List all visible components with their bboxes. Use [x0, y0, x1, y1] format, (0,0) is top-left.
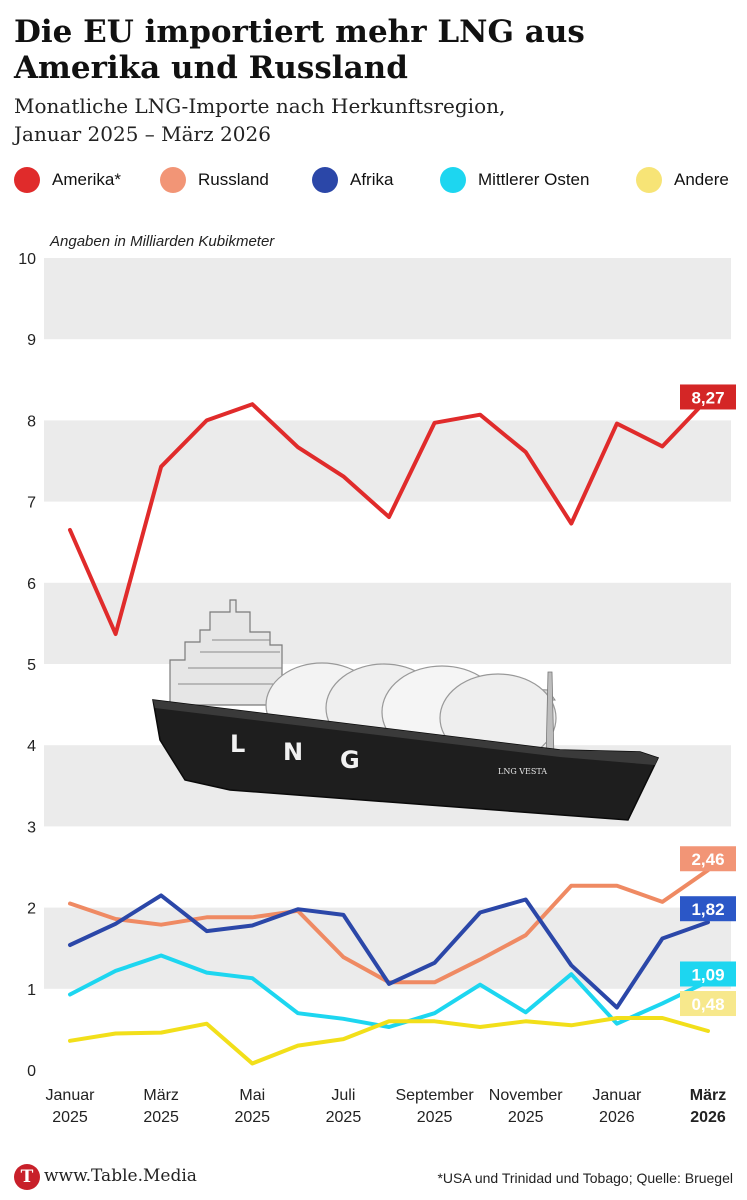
y-tick-label: 8	[27, 413, 36, 430]
legend-label-andere: Andere	[674, 170, 729, 189]
series-line-andere	[68, 1016, 710, 1066]
y-tick-label: 5	[27, 657, 36, 674]
legend-item-amerika: Amerika*	[14, 166, 121, 194]
x-tick-label-year: 2026	[599, 1109, 635, 1126]
ship-name: LNG VESTA	[498, 767, 547, 776]
x-tick-label-month: Januar	[592, 1087, 642, 1104]
grid-bands	[44, 258, 731, 989]
x-tick-label-year: 2025	[234, 1109, 270, 1126]
grid-band	[44, 420, 731, 502]
legend-swatch-amerika	[14, 167, 40, 193]
end-label-value: 1,09	[691, 965, 724, 984]
series-line-mittlerer-osten	[68, 953, 710, 1029]
x-tick-label-month: Mai	[239, 1087, 265, 1104]
series-line-amerika	[68, 396, 710, 636]
end-label-box	[680, 846, 736, 872]
x-tick-label-month: März	[690, 1087, 726, 1104]
ship-hull-rim	[153, 700, 658, 765]
x-axis: Januar 2025 März 2025 Mai 2025 Juli 2025 Septemb…	[46, 1087, 727, 1126]
y-tick-label: 6	[27, 576, 36, 593]
end-label-value: 8,27	[691, 388, 724, 407]
end-label-box	[680, 961, 736, 987]
source-note: *USA und Trinidad und Tobago; Quelle: Br…	[437, 1170, 733, 1186]
x-tick-label-month: Januar	[46, 1087, 96, 1104]
unit-label: Angaben in Milliarden Kubikmeter	[49, 233, 275, 250]
x-tick-label-month: März	[143, 1087, 179, 1104]
legend-swatch-andere	[636, 167, 662, 193]
y-tick-label: 4	[27, 738, 36, 755]
end-label-value: 0,48	[691, 995, 724, 1014]
legend-item-afrika: Afrika	[312, 166, 393, 194]
end-label-value: 1,82	[691, 900, 724, 919]
legend-swatch-afrika	[312, 167, 338, 193]
end-value-labels: 8,27 2,46 1,82 1,09 0,48	[680, 384, 736, 1017]
y-tick-label: 2	[27, 901, 36, 918]
y-tick-label: 10	[18, 251, 36, 268]
legend: Amerika* Russland Afrika Mittlerer Osten…	[14, 166, 739, 194]
legend-label-afrika: Afrika	[350, 170, 394, 189]
y-tick-label: 3	[27, 819, 36, 836]
end-label-box	[680, 384, 736, 410]
footer-url[interactable]: www.Table.Media	[44, 1166, 197, 1186]
chart-title: Die EU importiert mehr LNG aus Amerika u…	[14, 14, 585, 86]
legend-item-andere: Andere	[636, 166, 729, 194]
y-tick-label: 9	[27, 332, 36, 349]
legend-label-russland: Russland	[198, 170, 269, 189]
y-tick-label: 0	[27, 1063, 36, 1080]
ship-deck-lines	[178, 639, 282, 685]
grid-band	[44, 582, 731, 664]
x-tick-label-month: September	[395, 1087, 474, 1104]
legend-label-amerika: Amerika*	[52, 170, 121, 189]
y-tick-label: 7	[27, 495, 36, 512]
series-lines	[68, 396, 710, 1066]
legend-swatch-mittlerer-osten	[440, 167, 466, 193]
legend-item-mittlerer-osten: Mittlerer Osten	[440, 166, 589, 194]
subtitle-line-2: Januar 2025 – März 2026	[14, 122, 271, 146]
x-tick-label-month: November	[489, 1087, 563, 1104]
line-chart: Angaben in Milliarden Kubikmeter 0 1 2 3 4 5 6…	[18, 233, 736, 1126]
legend-item-russland: Russland	[160, 166, 269, 194]
table-media-logo: T	[14, 1164, 40, 1190]
end-label-box	[680, 991, 736, 1017]
series-line-afrika	[68, 893, 710, 1010]
x-tick-label-year: 2025	[417, 1109, 453, 1126]
grid-band	[44, 907, 731, 989]
x-tick-label-year: 2025	[508, 1109, 544, 1126]
x-tick-label-year: 2025	[52, 1109, 88, 1126]
subtitle-line-1: Monatliche LNG-Importe nach Herkunftsreg…	[14, 94, 506, 118]
hull-letter-l: L	[230, 730, 245, 758]
legend-label-mittlerer-osten: Mittlerer Osten	[478, 170, 590, 189]
grid-band	[44, 258, 731, 340]
x-tick-label-year: 2025	[326, 1109, 362, 1126]
y-tick-label: 1	[27, 982, 36, 999]
lng-tanker-image: L N G LNG VESTA	[152, 599, 660, 821]
x-tick-label-year: 2025	[143, 1109, 179, 1126]
end-label-value: 2,46	[691, 850, 724, 869]
hull-letter-n: N	[283, 738, 303, 766]
legend-swatch-russland	[160, 167, 186, 193]
ship-bow-mast	[545, 671, 555, 761]
end-label-box	[680, 896, 736, 922]
x-tick-label-month: Juli	[331, 1087, 355, 1104]
x-tick-label-year: 2026	[690, 1109, 726, 1126]
hull-letter-g: G	[340, 746, 360, 774]
y-axis: 0 1 2 3 4 5 6 7 8 9 10	[18, 251, 36, 1080]
chart-subtitle: Monatliche LNG-Importe nach Herkunftsreg…	[14, 92, 734, 148]
